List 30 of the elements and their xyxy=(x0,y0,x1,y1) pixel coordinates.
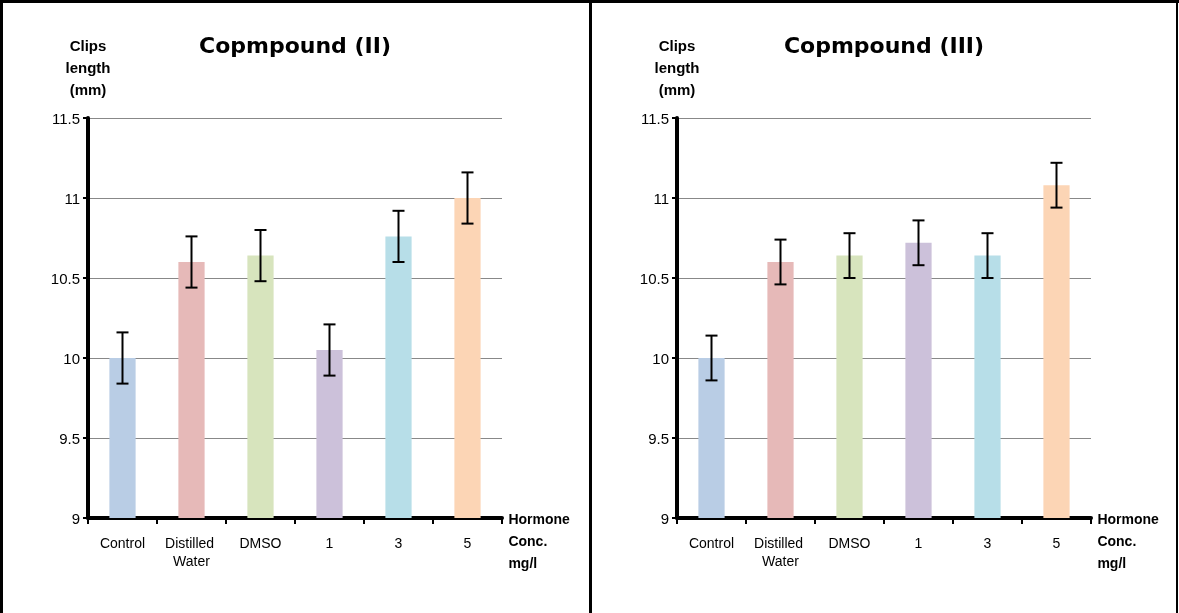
y-tick-label: 10.5 xyxy=(50,269,80,287)
x-tick-label: 5 xyxy=(463,535,472,551)
x-tick-label: 1 xyxy=(325,535,334,551)
y-tick-label: 9.5 xyxy=(648,429,669,447)
y-tick-label: 11.5 xyxy=(51,109,80,127)
x-tick-label: 5 xyxy=(1052,535,1061,551)
y-tick-label: 9 xyxy=(71,509,80,527)
y-tick-label: 9.5 xyxy=(59,429,80,447)
x-tick-label: Control xyxy=(99,535,146,551)
chart-title: Copmpound (III) xyxy=(783,32,985,58)
x-tick-label: Control xyxy=(688,535,735,551)
y-tick-label: 9 xyxy=(660,509,669,527)
x-tick-label: DMSO xyxy=(239,535,282,551)
y-tick-label: 11.5 xyxy=(640,109,669,127)
x-tick-label: 1 xyxy=(914,535,923,551)
x-axis-title: Hormone Conc. mg/l xyxy=(508,511,571,571)
x-tick-label: DMSO xyxy=(828,535,871,551)
x-tick-label: 3 xyxy=(983,535,992,551)
y-tick-label: 10 xyxy=(63,349,80,367)
y-tick-label: 11 xyxy=(64,189,80,207)
x-axis-title: Hormone Conc. mg/l xyxy=(1097,511,1160,571)
x-tick-label: Distilled Water xyxy=(165,535,218,569)
y-axis-title: Clips length (mm) xyxy=(65,36,111,98)
y-tick-label: 11 xyxy=(653,189,669,207)
x-tick-label: Distilled Water xyxy=(754,535,807,569)
y-axis-title: Clips length (mm) xyxy=(654,36,700,98)
y-tick-label: 10 xyxy=(652,349,669,367)
y-tick-label: 10.5 xyxy=(639,269,669,287)
chart-title: Copmpound (II) xyxy=(198,32,392,58)
x-tick-label: 3 xyxy=(394,535,403,551)
